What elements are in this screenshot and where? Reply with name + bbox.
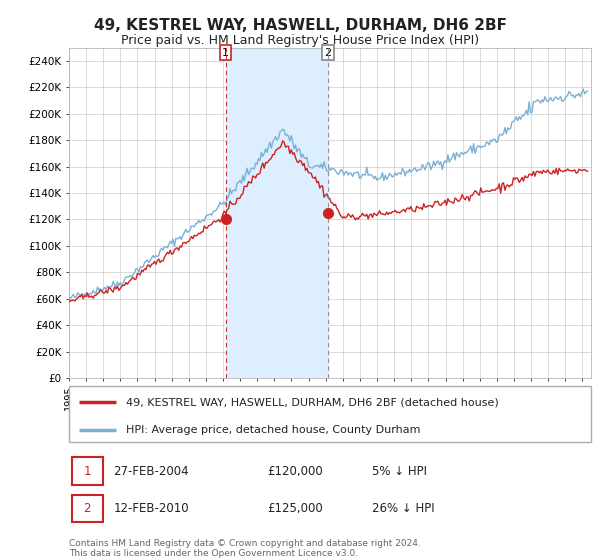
Text: 1: 1 <box>83 465 91 478</box>
Text: Contains HM Land Registry data © Crown copyright and database right 2024.
This d: Contains HM Land Registry data © Crown c… <box>69 539 421 558</box>
Text: HPI: Average price, detached house, County Durham: HPI: Average price, detached house, Coun… <box>127 425 421 435</box>
Text: 49, KESTREL WAY, HASWELL, DURHAM, DH6 2BF (detached house): 49, KESTREL WAY, HASWELL, DURHAM, DH6 2B… <box>127 397 499 407</box>
Text: 26% ↓ HPI: 26% ↓ HPI <box>372 502 434 515</box>
Text: 27-FEB-2004: 27-FEB-2004 <box>113 465 189 478</box>
Text: 12-FEB-2010: 12-FEB-2010 <box>113 502 189 515</box>
Text: 5% ↓ HPI: 5% ↓ HPI <box>372 465 427 478</box>
FancyBboxPatch shape <box>71 494 103 522</box>
FancyBboxPatch shape <box>71 458 103 485</box>
Text: £120,000: £120,000 <box>268 465 323 478</box>
Text: 1: 1 <box>222 48 229 58</box>
FancyBboxPatch shape <box>69 386 591 442</box>
Bar <box>226 48 328 378</box>
Text: 49, KESTREL WAY, HASWELL, DURHAM, DH6 2BF: 49, KESTREL WAY, HASWELL, DURHAM, DH6 2B… <box>94 18 506 33</box>
Text: Price paid vs. HM Land Registry's House Price Index (HPI): Price paid vs. HM Land Registry's House … <box>121 34 479 46</box>
Text: 2: 2 <box>324 48 331 58</box>
Text: £125,000: £125,000 <box>268 502 323 515</box>
Text: 2: 2 <box>83 502 91 515</box>
